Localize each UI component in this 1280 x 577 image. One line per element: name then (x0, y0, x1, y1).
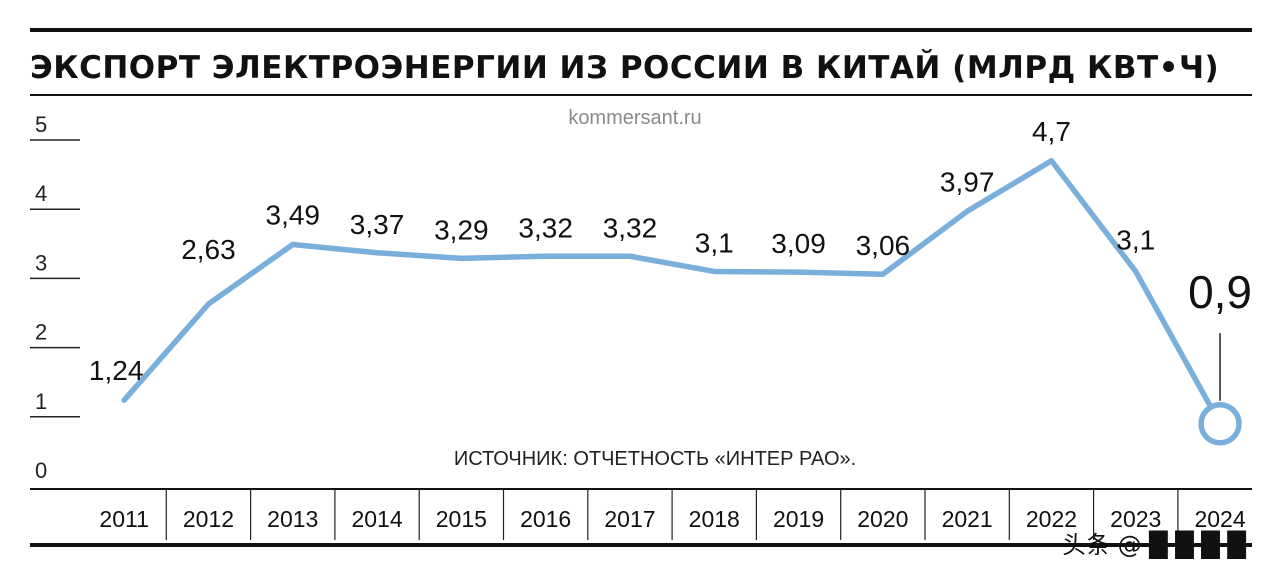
data-label: 1,24 (89, 355, 144, 386)
data-point (964, 208, 970, 214)
x-tick-label: 2021 (942, 506, 993, 532)
data-point (458, 255, 464, 261)
highlight-point (1198, 401, 1242, 446)
data-label: 3,29 (434, 214, 489, 245)
data-label: 2,63 (181, 234, 236, 265)
data-label: 3,32 (518, 212, 573, 243)
data-point (1133, 268, 1139, 274)
x-tick-label: 2017 (604, 506, 655, 532)
data-label: 3,06 (856, 230, 911, 261)
data-label: 3,32 (603, 212, 658, 243)
y-tick-label: 3 (35, 250, 47, 275)
chart-title: ЭКСПОРТ ЭЛЕКТРОЭНЕРГИИ ИЗ РОССИИ В КИТАЙ… (30, 50, 1219, 86)
x-tick-label: 2022 (1026, 506, 1077, 532)
data-label: 3,37 (350, 209, 405, 240)
data-label: 3,49 (266, 199, 321, 230)
data-point (880, 271, 886, 277)
bottom-rule (30, 543, 1252, 547)
x-axis-line (30, 488, 1252, 490)
data-point (627, 253, 633, 259)
x-tick-label: 2013 (267, 506, 318, 532)
data-point (796, 269, 802, 275)
y-tick-label: 4 (35, 181, 47, 206)
x-tick-label: 2020 (857, 506, 908, 532)
data-label: 3,1 (695, 227, 734, 258)
y-tick-label: 0 (35, 458, 47, 483)
series-line (121, 158, 1242, 446)
data-point (543, 253, 549, 259)
x-tick-label: 2018 (689, 506, 740, 532)
data-label: 3,09 (771, 228, 826, 259)
x-axis: 2011 2012 2013 2014 2015 2016 2017 2018 2019 2020… (30, 488, 1252, 540)
x-tick-label: 2024 (1194, 506, 1245, 532)
data-point (711, 268, 717, 274)
y-tick-label: 2 (35, 320, 47, 345)
title-rule (30, 94, 1252, 96)
site-credit: kommersant.ru (568, 107, 701, 129)
x-tick-label: 2011 (99, 506, 148, 532)
data-point (290, 241, 296, 247)
y-tick-label: 1 (35, 389, 47, 414)
data-label: 4,7 (1032, 116, 1071, 147)
data-point (121, 397, 127, 403)
data-point (1048, 158, 1054, 164)
data-point (374, 250, 380, 256)
x-tick-label: 2023 (1110, 506, 1161, 532)
watermark: 头条 @ █ █ █ █ (1062, 530, 1247, 559)
y-axis: 0 1 2 3 4 5 (30, 112, 80, 483)
data-label: 0,9 (1188, 266, 1252, 318)
data-labels: 1,24 2,63 3,49 3,37 3,29 3,32 3,32 3,1 3,09 3,06 3… (89, 116, 1252, 401)
x-tick-label: 2016 (520, 506, 571, 532)
series-path (121, 158, 1214, 410)
source-note: ИСТОЧНИК: ОТЧЕТНОСТЬ «ИНТЕР РАО». (454, 448, 856, 470)
x-tick-label: 2015 (436, 506, 487, 532)
y-tick-label: 5 (35, 112, 47, 137)
top-rule (30, 28, 1252, 32)
x-tick-label: 2012 (183, 506, 234, 532)
data-label: 3,1 (1116, 224, 1155, 255)
data-point (205, 301, 211, 307)
x-tick-label: 2014 (351, 506, 402, 532)
data-label: 3,97 (940, 166, 995, 197)
x-tick-label: 2019 (773, 506, 824, 532)
